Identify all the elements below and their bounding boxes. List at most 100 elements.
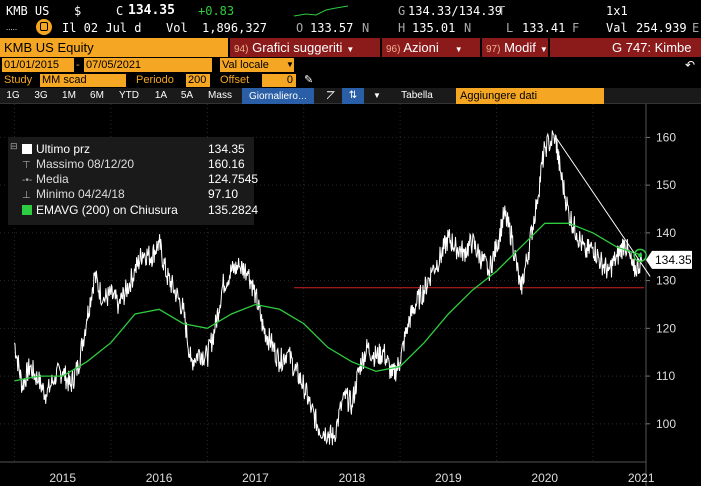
menu-suggested-charts-num: 94)	[234, 44, 249, 55]
quote-bar: KMB US $ C 134.35 +0.83 G 134.33/134.39 …	[0, 0, 701, 38]
frequency-select[interactable]: Giornaliero…	[242, 88, 314, 104]
ema-end-marker	[633, 248, 647, 263]
range-3d-button[interactable]: 3G	[34, 90, 48, 101]
price-chart[interactable]: 100 110 120 130 140 150 160 2015 2016 2017 2018 201…	[0, 104, 701, 486]
quote-bid-ask-flag: T	[498, 4, 506, 18]
quote-currency-symbol: $	[74, 4, 82, 18]
legend-last-value: 134.35	[208, 142, 245, 156]
sparkline-icon	[293, 5, 349, 17]
x-tick-label: 2019	[435, 471, 462, 485]
x-tick-label: 2020	[531, 471, 558, 485]
menu-edit-label: Modif	[504, 40, 536, 55]
study-select[interactable]: MM scad	[40, 74, 126, 87]
quote-last-price: 134.35	[128, 3, 175, 18]
quote-volume: 1,896,327	[202, 21, 268, 35]
quote-val: 254.939	[636, 21, 687, 35]
quote-bid-ask-label: G	[398, 4, 406, 18]
legend-low: ⊥ Minimo 04/24/18	[22, 187, 125, 202]
menu-suggested-charts[interactable]: 94) Grafici suggeriti ▼	[230, 38, 380, 57]
menu-actions[interactable]: 96) Azioni ▼	[382, 38, 480, 57]
price-line	[14, 130, 643, 446]
y-tick-label: 150	[656, 178, 676, 192]
y-tick-label: 100	[656, 417, 676, 431]
period-label: Periodo	[136, 74, 174, 86]
chevron-down-icon: ▼	[346, 45, 355, 54]
quote-ticker[interactable]: KMB US	[6, 4, 50, 18]
quote-high-flag: N	[464, 21, 472, 35]
last-price-tag	[646, 250, 692, 269]
quote-volume-label: Vol	[166, 21, 188, 35]
offset-field[interactable]: 0	[262, 74, 296, 87]
legend-high: ⊤ Massimo 08/12/20	[22, 157, 135, 172]
low-marker-icon: ⊥	[22, 190, 31, 201]
quote-val-label: Val	[606, 21, 628, 35]
ema-end-dot	[638, 253, 643, 258]
chevron-down-icon: ▼	[454, 45, 463, 54]
legend-ema-label: EMAVG (200) on Chiusura	[36, 203, 178, 217]
legend-high-label: Massimo 08/12/20	[36, 157, 135, 171]
chevron-down-icon[interactable]: ▼	[373, 91, 381, 100]
high-marker-icon: ⊤	[22, 160, 31, 171]
y-tick-label: 110	[656, 369, 675, 383]
x-tick-label: 2015	[49, 471, 76, 485]
undo-icon[interactable]: ↶	[684, 58, 695, 72]
legend-avg-label: Media	[36, 172, 69, 186]
y-tick-label: 130	[656, 274, 676, 288]
dots-icon: .....	[6, 23, 18, 32]
chart-toolbar: 1G 3G 1M 6M YTD 1A 5A Mass Giornaliero… …	[0, 88, 701, 104]
chevron-down-icon: ▼	[286, 60, 294, 69]
end-date-field[interactable]: 07/05/2021	[84, 58, 212, 72]
range-max-button[interactable]: Mass	[208, 90, 232, 101]
range-5y-button[interactable]: 5A	[180, 90, 194, 101]
x-tick-label: 2016	[146, 471, 173, 485]
chart-title: G 747: Kimbe	[550, 38, 701, 57]
legend-ema: EMAVG (200) on Chiusura	[22, 204, 178, 217]
legend-low-label: Minimo 04/24/18	[36, 187, 125, 201]
candle-chart-icon[interactable]: ⇅	[342, 88, 364, 104]
legend-low-value: 97.10	[208, 187, 239, 201]
quote-low: 133.41	[522, 21, 566, 35]
study-label: Study	[4, 74, 33, 86]
ema-line	[14, 222, 643, 382]
quote-open: 133.57	[310, 21, 354, 35]
quote-high-label: H	[398, 21, 406, 35]
range-6m-button[interactable]: 6M	[90, 90, 104, 101]
currency-select[interactable]: Val locale	[220, 58, 294, 72]
range-1y-button[interactable]: 1A	[154, 90, 168, 101]
y-tick-label: 160	[656, 130, 676, 144]
study-row: Study MM scad Periodo 200 Offset 0 ✎	[0, 73, 701, 88]
chevron-down-icon: ▼	[539, 45, 548, 54]
line-chart-icon[interactable]: ⦢	[326, 90, 336, 102]
quote-val-suffix: E	[692, 21, 700, 35]
quote-change: +0.83	[198, 4, 235, 18]
legend-high-value: 160.16	[208, 157, 245, 171]
date-separator: -	[76, 59, 80, 71]
table-button[interactable]: Tabella	[401, 90, 433, 101]
security-field[interactable]: KMB US Equity	[0, 38, 228, 57]
start-date-field[interactable]: 01/01/2015	[2, 58, 74, 72]
y-tick-label: 120	[656, 321, 676, 335]
date-range-row: 01/01/2015 - 07/05/2021 Val locale ▼ ↶	[0, 57, 701, 73]
y-tick-label: 140	[656, 226, 676, 240]
add-data-input[interactable]: Aggiungere dati	[456, 88, 604, 104]
menu-edit[interactable]: 97) Modif ▼	[482, 38, 548, 57]
legend-ema-value: 135.2824	[208, 203, 259, 217]
period-field[interactable]: 200	[186, 74, 210, 87]
collapse-icon[interactable]: ⊟	[10, 141, 18, 151]
alert-icon[interactable]	[36, 19, 52, 35]
average-marker-icon: -•-	[22, 175, 33, 186]
range-1d-button[interactable]: 1G	[6, 90, 20, 101]
legend-ema-swatch	[22, 205, 32, 215]
legend-avg-value: 124.7545	[208, 172, 259, 186]
quote-high: 135.01	[412, 21, 456, 35]
frequency-label: Giornaliero	[249, 91, 298, 102]
range-1m-button[interactable]: 1M	[62, 90, 76, 101]
trendline	[554, 136, 651, 277]
x-tick-label: 2017	[242, 471, 269, 485]
range-ytd-button[interactable]: YTD	[119, 90, 139, 101]
pencil-icon[interactable]: ✎	[304, 74, 314, 86]
quote-size: 1x1	[606, 4, 628, 18]
chart-legend: ⊟ Ultimo prz 134.35 ⊤ Massimo 08/12/20 16…	[8, 137, 258, 225]
offset-label: Offset	[220, 74, 250, 86]
legend-last: Ultimo prz	[22, 143, 90, 156]
